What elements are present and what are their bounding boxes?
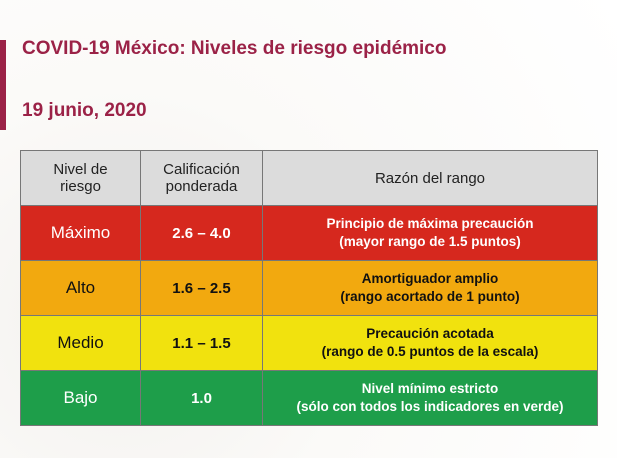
reason-cell: Principio de máxima precaución (mayor ran…: [262, 205, 598, 261]
header-cell: Nivel de riesgo: [20, 150, 141, 206]
header-row: Nivel de riesgo Calificación ponderada Razón…: [20, 150, 598, 206]
cell-line: (mayor rango de 1.5 puntos): [339, 234, 521, 249]
risk-row: Máximo 2.6 – 4.0 Principio de máxima preca…: [20, 205, 598, 261]
risk-row: Alto 1.6 – 2.5 Amortiguador amplio (rango a…: [20, 260, 598, 316]
header-cell: Calificación ponderada: [140, 150, 263, 206]
risk-row: Bajo 1.0 Nivel mínimo estricto (sólo con to…: [20, 370, 598, 426]
cell-line: (rango acortado de 1 punto): [340, 289, 520, 304]
level-cell: Medio: [20, 315, 141, 371]
date: 19 junio, 2020: [22, 100, 147, 121]
score-cell: 1.1 – 1.5: [140, 315, 263, 371]
cell-line: Precaución acotada: [366, 326, 494, 341]
header-cell: Razón del rango: [262, 150, 598, 206]
level-cell: Máximo: [20, 205, 141, 261]
score-cell: 1.0: [140, 370, 263, 426]
cell-line: Nivel de: [53, 161, 108, 178]
level-cell: Alto: [20, 260, 141, 316]
reason-cell: Nivel mínimo estricto (sólo con todos los…: [262, 370, 598, 426]
risk-row: Medio 1.1 – 1.5 Precaución acotada (rango d…: [20, 315, 598, 371]
cell-line: Calificación: [163, 161, 240, 178]
cell-line: (sólo con todos los indicadores en verde…: [296, 399, 564, 414]
cell-line: Principio de máxima precaución: [326, 216, 534, 231]
title: COVID-19 México: Niveles de riesgo epidé…: [22, 38, 447, 59]
score-cell: 1.6 – 2.5: [140, 260, 263, 316]
cell-line: ponderada: [165, 178, 238, 195]
cell-line: (rango de 0.5 puntos de la escala): [321, 344, 539, 359]
cell-line: Razón del rango: [374, 169, 486, 187]
risk-table: Nivel de riesgo Calificación ponderada Razón…: [20, 150, 598, 426]
level-cell: Bajo: [20, 370, 141, 426]
cell-line: Amortiguador amplio: [361, 271, 499, 286]
cell-line: Nivel mínimo estricto: [361, 381, 499, 396]
score-cell: 2.6 – 4.0: [140, 205, 263, 261]
cell-line: riesgo: [60, 178, 101, 195]
reason-cell: Precaución acotada (rango de 0.5 puntos d…: [262, 315, 598, 371]
accent-bar: [0, 40, 6, 130]
reason-cell: Amortiguador amplio (rango acortado de 1 …: [262, 260, 598, 316]
